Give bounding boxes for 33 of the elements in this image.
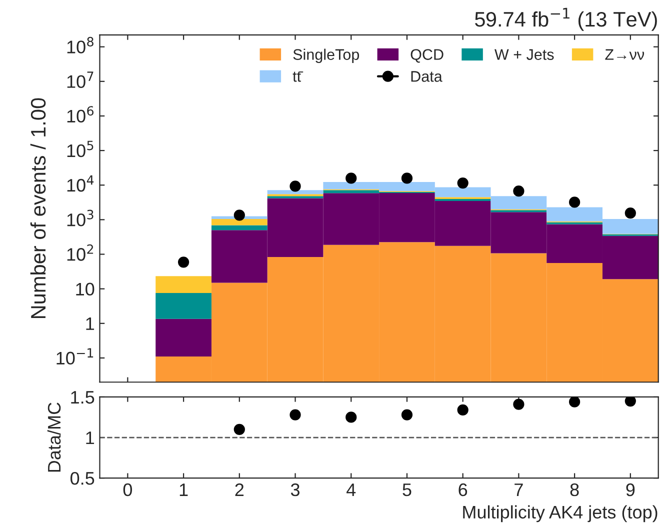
y-tick-label: 0.5: [70, 472, 94, 485]
legend-label: SingleTop: [293, 48, 360, 63]
y-tick-label: 10$^{7}$: [67, 72, 94, 88]
y-tick-label: 10$^{3}$: [67, 210, 94, 226]
y-tick-label: 10$^{8}$: [67, 36, 94, 54]
y-tick-label: 1.5: [71, 391, 94, 404]
x-tick-label: 0: [123, 483, 132, 496]
x-tick-label: 1: [180, 484, 188, 496]
x-tick-label: 5: [402, 484, 412, 496]
x-tick-label: 9: [626, 483, 635, 496]
legend-label: W + Jets: [494, 49, 554, 60]
chart-title: 59.74 fb$^{−1}$ (13 TeV): [475, 8, 657, 31]
x-axis-title: Multiplicity AK4 jets (top): [463, 505, 658, 522]
x-tick-label: 7: [514, 484, 523, 496]
y-tick-label: 1: [86, 318, 94, 330]
y-tick-label: 10$^{4}$: [67, 175, 94, 192]
x-tick-label: 6: [458, 483, 468, 496]
y-tick-label: 10$^{6}$: [67, 106, 94, 123]
x-tick-label: 3: [290, 483, 300, 496]
legend-label: tt̄: [292, 72, 304, 82]
legend-label: QCD: [410, 49, 444, 63]
x-tick-label: 8: [570, 483, 579, 496]
legend-label: Data: [411, 71, 442, 82]
legend-label: Z→νν: [605, 49, 644, 60]
y-tick-label: 10$^{5}$: [67, 140, 94, 158]
y-tick-label: 1: [86, 432, 94, 444]
y-tick-label: 10$^{2}$: [67, 244, 94, 261]
y-tick-label: 10$^{−1}$: [56, 348, 94, 365]
y-axis-title: Data/MC: [47, 402, 61, 472]
x-tick-label: 4: [346, 484, 356, 496]
y-tick-label: 10: [76, 282, 94, 296]
y-axis-title: Number of events / 1.00: [30, 98, 46, 318]
x-tick-label: 2: [235, 483, 244, 496]
